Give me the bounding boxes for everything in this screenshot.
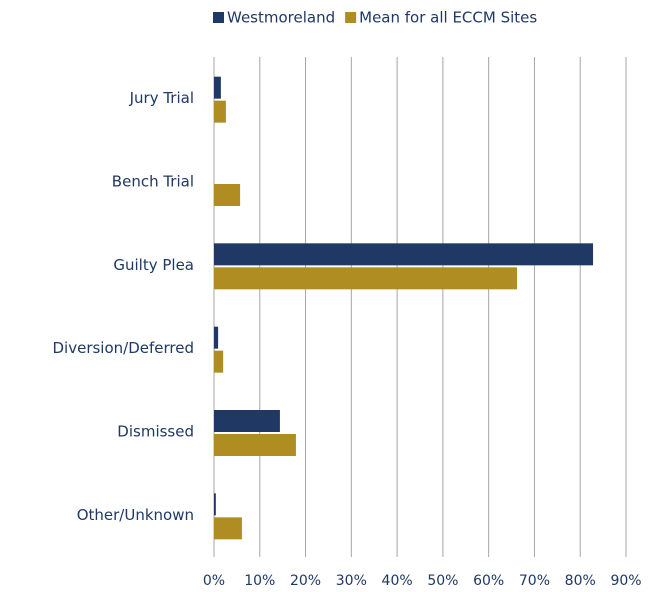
y-tick-label: Other/Unknown bbox=[77, 506, 194, 524]
x-tick-label: 20% bbox=[290, 573, 321, 589]
bar bbox=[214, 493, 216, 516]
legend-label: Mean for all ECCM Sites bbox=[359, 9, 537, 27]
x-tick-label: 0% bbox=[203, 573, 225, 589]
legend-swatch bbox=[213, 12, 224, 23]
bar bbox=[214, 100, 226, 123]
bar bbox=[214, 434, 296, 456]
x-tick-label: 40% bbox=[382, 573, 413, 589]
bar bbox=[214, 267, 518, 290]
bar bbox=[214, 184, 241, 206]
x-tick-label: 70% bbox=[519, 573, 550, 589]
y-tick-label: Guilty Plea bbox=[113, 256, 194, 274]
bar bbox=[214, 243, 594, 266]
legend-label: Westmoreland bbox=[227, 9, 335, 27]
legend-swatch bbox=[345, 12, 357, 23]
bar bbox=[214, 76, 221, 99]
x-tick-label: 60% bbox=[473, 573, 504, 589]
x-tick-label: 30% bbox=[336, 573, 367, 589]
bar bbox=[214, 326, 219, 349]
bar bbox=[214, 517, 242, 540]
bar bbox=[214, 350, 224, 373]
x-tick-label: 90% bbox=[610, 573, 641, 589]
y-tick-label: Dismissed bbox=[117, 423, 194, 441]
x-tick-label: 50% bbox=[427, 573, 458, 589]
bar bbox=[214, 410, 280, 432]
x-tick-label: 80% bbox=[565, 573, 596, 589]
x-tick-label: 10% bbox=[244, 573, 275, 589]
y-tick-label: Diversion/Deferred bbox=[53, 339, 195, 357]
y-tick-label: Bench Trial bbox=[112, 173, 194, 191]
y-tick-label: Jury Trial bbox=[129, 89, 194, 107]
